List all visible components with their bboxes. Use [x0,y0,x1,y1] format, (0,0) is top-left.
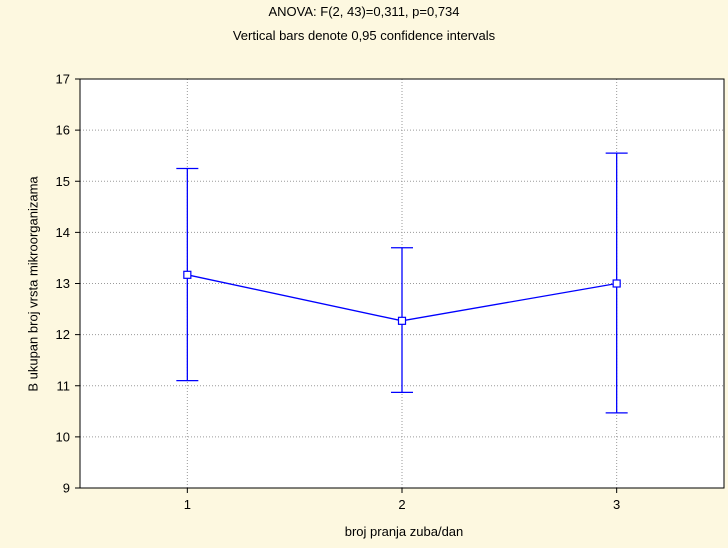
y-tick-label: 11 [57,378,71,393]
y-tick-label: 10 [56,429,70,444]
y-tick-label: 13 [56,276,70,291]
x-axis-label: broj pranja zuba/dan [344,524,464,539]
y-tick-label: 15 [56,174,70,189]
data-point [183,270,192,279]
chart-subtitle: Vertical bars denote 0,95 confidence int… [232,28,496,43]
y-tick-label: 17 [56,72,70,87]
plot-frame [79,78,725,489]
y-tick-label: 14 [56,225,70,240]
y-tick-label: 9 [63,481,70,496]
y-tick-label: 16 [56,123,70,138]
data-point [397,316,407,325]
x-tick-label: 1 [184,497,191,512]
y-tick-label: 12 [56,327,70,342]
x-tick-label: 3 [613,497,620,512]
data-point [612,279,621,288]
chart-title: ANOVA: F(2, 43)=0,311, p=0,734 [268,4,460,19]
x-tick-label: 2 [398,497,405,512]
